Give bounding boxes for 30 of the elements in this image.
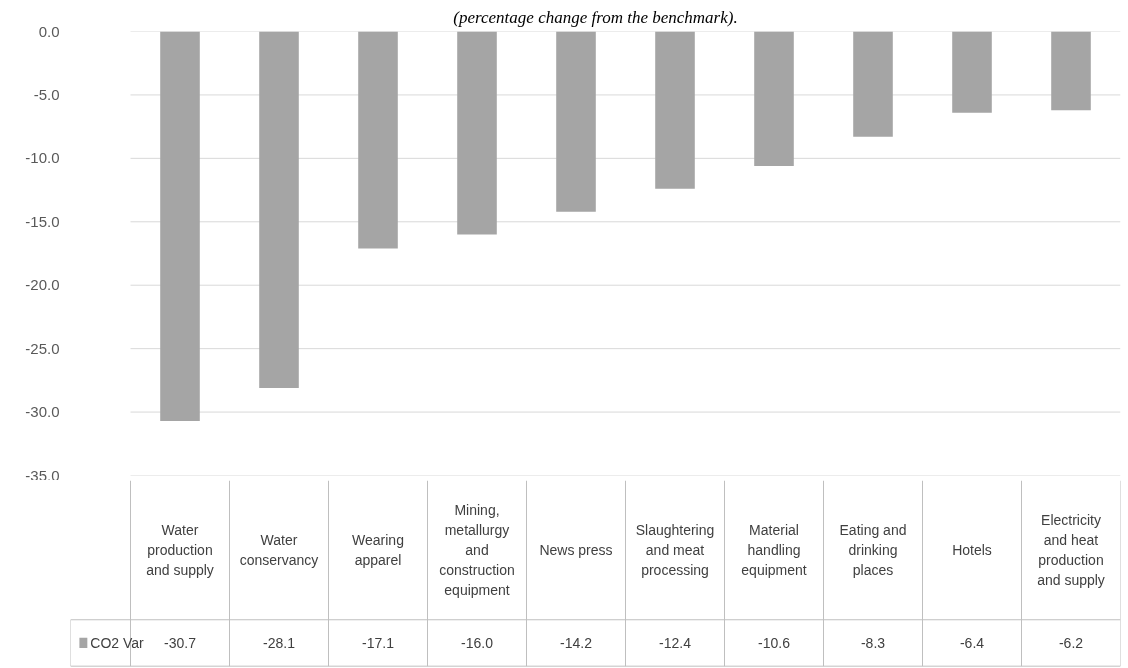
x-tick-label: Hotels xyxy=(952,542,992,559)
x-tick-label: Material handling equipment xyxy=(741,522,807,579)
data-label: -10.6 xyxy=(758,634,791,651)
y-tick-label: -5.0 xyxy=(33,85,60,103)
data-label: -30.7 xyxy=(164,634,197,651)
y-tick-label: -20.0 xyxy=(25,276,60,294)
x-tick-label: News press xyxy=(539,542,613,559)
y-tick-label: -10.0 xyxy=(25,149,60,167)
chart-title: (percentage change from the benchmark). xyxy=(453,7,738,27)
x-tick-label: Eating and drinking places xyxy=(839,522,907,579)
x-tick-label: Electricity and heat production and supply xyxy=(1037,512,1105,589)
data-label: -14.2 xyxy=(560,634,593,651)
data-label: -6.4 xyxy=(959,634,985,651)
data-label: -6.2 xyxy=(1058,634,1084,651)
x-tick-label: Water conservancy xyxy=(239,532,319,569)
x-tick-label: Wearing apparel xyxy=(352,532,404,569)
y-tick-label: -35.0 xyxy=(25,466,60,484)
legend-label: CO2 Var xyxy=(90,634,145,651)
x-tick-label: Slaughtering and meat processing xyxy=(635,522,715,579)
data-label: -17.1 xyxy=(362,634,395,651)
data-label: -16.0 xyxy=(461,634,494,651)
x-tick-label: Mining, metallurgy and construction equipment xyxy=(439,502,515,599)
y-tick-label: 0.0 xyxy=(38,22,60,40)
data-label: -28.1 xyxy=(263,634,296,651)
y-tick-label: -15.0 xyxy=(25,212,60,230)
data-label: -8.3 xyxy=(860,634,886,651)
data-label: -12.4 xyxy=(659,634,692,651)
y-tick-label: -30.0 xyxy=(25,403,60,421)
x-tick-label: Water production and supply xyxy=(146,522,214,579)
y-tick-label: -25.0 xyxy=(25,339,60,357)
